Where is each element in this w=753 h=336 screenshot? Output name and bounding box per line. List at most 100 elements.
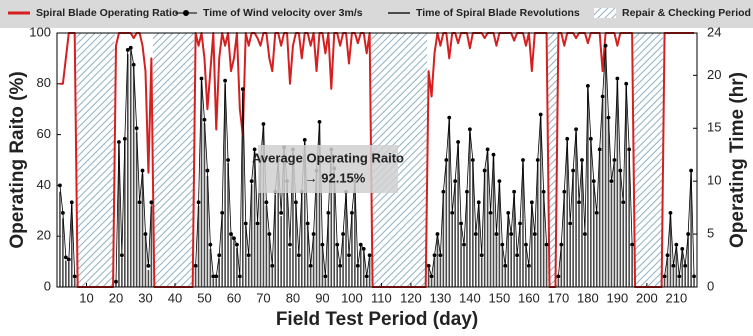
bar — [504, 267, 507, 287]
dot — [509, 232, 514, 236]
legend-label: Time of Spiral Blade Revolutions — [416, 7, 580, 19]
dot — [473, 232, 478, 236]
dot — [591, 179, 596, 184]
bar — [227, 163, 229, 287]
x-tick-label: 150 — [489, 290, 511, 305]
bar — [362, 251, 365, 287]
x-tick-label: 120 — [400, 290, 422, 305]
bar — [239, 278, 241, 287]
bar — [303, 142, 306, 287]
dot — [482, 168, 487, 173]
bar — [622, 204, 625, 287]
bar — [262, 126, 265, 287]
x-tick-label: 180 — [577, 290, 599, 305]
bar — [289, 247, 291, 287]
bar — [563, 193, 566, 287]
bar — [557, 278, 560, 287]
bar — [244, 225, 247, 287]
bar — [300, 193, 303, 287]
bar — [666, 257, 669, 287]
y2-axis-title: Operating Time (hr) — [727, 72, 748, 248]
dot — [143, 232, 148, 236]
dot — [202, 117, 207, 122]
bar — [206, 175, 209, 287]
dot — [117, 140, 121, 144]
x-tick-label: 80 — [286, 290, 300, 305]
dot — [438, 253, 443, 258]
repair-period — [633, 33, 664, 287]
dot — [267, 232, 272, 236]
bar — [115, 282, 117, 287]
bar — [368, 257, 371, 287]
dot — [279, 211, 284, 215]
bar — [271, 267, 274, 287]
bar — [519, 225, 521, 287]
bar — [433, 257, 436, 287]
bar — [144, 236, 147, 287]
bar — [528, 267, 530, 287]
bar — [318, 124, 321, 288]
bar — [309, 267, 312, 287]
dot — [237, 274, 242, 279]
dot — [512, 189, 517, 194]
x-tick-label: 200 — [636, 290, 658, 305]
bar — [669, 215, 672, 287]
legend-swatch — [183, 10, 189, 16]
dot — [544, 242, 549, 247]
bar — [501, 246, 504, 287]
bar — [118, 144, 120, 287]
dot — [196, 200, 201, 205]
dot — [69, 200, 74, 205]
dot — [66, 257, 71, 262]
bar — [619, 172, 622, 287]
dot — [594, 211, 599, 215]
bar — [147, 270, 150, 287]
y-tick-label: 0 — [44, 278, 51, 293]
bar — [236, 247, 238, 287]
bar — [675, 246, 678, 287]
dot — [568, 221, 573, 226]
bar — [203, 122, 206, 287]
dot — [355, 263, 360, 268]
bar — [200, 80, 203, 287]
bar — [483, 172, 486, 287]
bar — [430, 278, 433, 287]
dot — [588, 136, 593, 141]
dot — [122, 136, 127, 141]
bar — [315, 172, 318, 287]
bar — [295, 204, 297, 287]
dot — [488, 211, 493, 215]
bar — [351, 215, 353, 287]
dot — [468, 127, 472, 132]
dot — [494, 232, 499, 236]
bar — [616, 80, 619, 287]
x-tick-label: 70 — [256, 290, 270, 305]
dot — [597, 147, 602, 152]
bar — [215, 278, 218, 287]
dot — [199, 76, 204, 81]
dot — [149, 200, 154, 205]
x-tick-label: 170 — [548, 290, 570, 305]
dot — [600, 94, 605, 99]
bar — [592, 183, 595, 287]
bar — [345, 193, 347, 287]
bar — [439, 257, 442, 287]
bar — [321, 246, 324, 287]
bar — [265, 205, 268, 287]
dot — [680, 247, 685, 251]
bar — [472, 162, 474, 287]
dot — [128, 45, 133, 50]
bar — [233, 240, 235, 287]
bar — [486, 151, 489, 287]
bar — [62, 218, 64, 287]
x-tick-label: 40 — [168, 290, 182, 305]
dot — [506, 211, 511, 215]
bar — [354, 183, 356, 287]
dot — [146, 263, 151, 268]
dot — [217, 253, 222, 258]
bar — [510, 236, 512, 287]
dot — [305, 221, 310, 226]
bar — [67, 261, 70, 287]
dot — [518, 221, 522, 226]
dot — [235, 242, 239, 247]
